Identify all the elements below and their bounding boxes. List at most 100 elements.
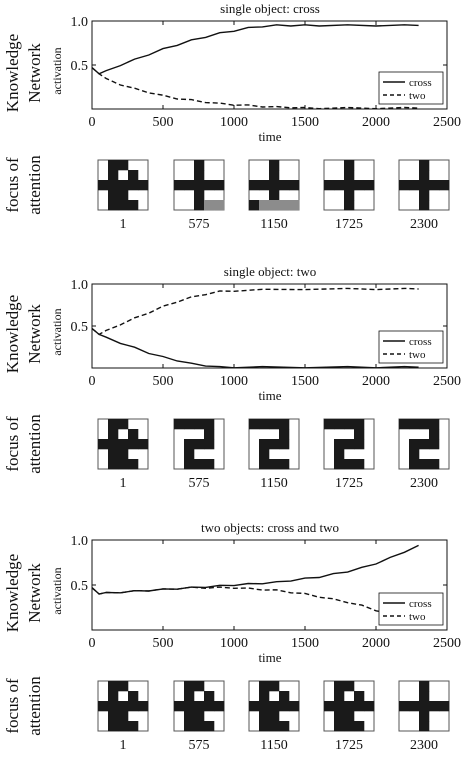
attention-pixel (118, 681, 129, 692)
attention-pixel (259, 439, 270, 450)
attention-pixel (259, 419, 270, 430)
attention-pixel (344, 721, 355, 732)
attention-label-focus: focus of (3, 157, 22, 213)
attention-pixel (194, 681, 205, 692)
attention-pixel (214, 180, 225, 191)
attention-pixel (128, 200, 139, 211)
attention-pixel (334, 711, 345, 722)
attention-pixel (249, 200, 260, 211)
attention-time-label: 2300 (410, 738, 438, 753)
attention-pixel (269, 701, 280, 712)
attention-row-1: focus of attention 1 575 1150 1725 2300 (3, 155, 450, 232)
attention-pixel (204, 429, 215, 440)
attention-pixel (399, 419, 410, 430)
attention-pixel (269, 419, 280, 430)
attention-pixel (344, 711, 355, 722)
attention-time-label: 575 (189, 476, 210, 491)
y-axis-label-knowledge: Knowledge (3, 554, 22, 632)
attention-pixel (354, 459, 365, 470)
y-axis-label-activation: activation (50, 308, 64, 355)
attention-pixel (324, 701, 335, 712)
y-axis-label-activation: activation (50, 567, 64, 614)
attention-pixel (194, 180, 205, 191)
attention-grid (398, 159, 450, 211)
legend-box (378, 71, 444, 105)
attention-row-3: focus of attention 1 575 1150 1725 2300 (3, 676, 450, 753)
attention-pixel (98, 701, 109, 712)
attention-pixel (344, 439, 355, 450)
attention-pixel (409, 701, 420, 712)
attention-grid (97, 418, 149, 470)
attention-pixel (289, 701, 300, 712)
attention-pixel (259, 180, 270, 191)
attention-pixel (419, 170, 430, 181)
x-tick-label: 500 (153, 115, 174, 130)
x-tick-label: 500 (153, 636, 174, 651)
attention-pixel (108, 160, 119, 171)
attention-pixel (334, 419, 345, 430)
attention-pixel (174, 180, 185, 191)
attention-pixel (249, 701, 260, 712)
attention-pixel (118, 200, 129, 211)
attention-pixel (204, 721, 215, 732)
attention-pixel (194, 190, 205, 201)
attention-pixel (334, 459, 345, 470)
y-tick-label: 1.0 (71, 534, 89, 549)
x-tick-label: 1500 (291, 636, 319, 651)
attention-time-label: 2300 (410, 476, 438, 491)
x-tick-label: 1000 (220, 636, 248, 651)
y-axis-label-network: Network (25, 563, 44, 623)
attention-pixel (204, 701, 215, 712)
attention-pixel (439, 180, 450, 191)
attention-pixel (429, 701, 440, 712)
attention-grid (248, 159, 300, 211)
y-tick-label: 1.0 (71, 278, 89, 293)
attention-pixel (344, 459, 355, 470)
x-tick-label: 1500 (291, 115, 319, 130)
attention-grid (323, 418, 375, 470)
attention-pixel (128, 439, 139, 450)
attention-pixel (204, 180, 215, 191)
attention-grid (248, 418, 300, 470)
attention-pixel (279, 200, 290, 211)
attention-pixel (279, 419, 290, 430)
attention-time-label: 1150 (260, 217, 287, 232)
attention-pixel (364, 701, 375, 712)
attention-pixel (344, 200, 355, 211)
x-tick-label: 0 (89, 115, 96, 130)
attention-pixel (184, 691, 195, 702)
attention-pixel (98, 180, 109, 191)
attention-pixel (409, 419, 420, 430)
attention-pixel (128, 429, 139, 440)
x-tick-label: 2500 (433, 115, 461, 130)
series-line-two (91, 67, 419, 110)
attention-row-2: focus of attention 1 575 1150 1725 2300 (3, 414, 450, 491)
attention-pixel (118, 180, 129, 191)
attention-pixel (409, 439, 420, 450)
attention-pixel (399, 701, 410, 712)
y-axis-label-network: Network (25, 43, 44, 103)
attention-grid (248, 680, 300, 732)
x-axis-label: time (258, 129, 281, 144)
attention-pixel (194, 721, 205, 732)
legend-label-cross: cross (409, 77, 432, 89)
attention-pixel (419, 711, 430, 722)
x-tick-label: 0 (89, 636, 96, 651)
attention-time-label: 1 (120, 738, 127, 753)
attention-pixel (409, 180, 420, 191)
attention-pixel (108, 449, 119, 460)
attention-label-focus: focus of (3, 678, 22, 734)
attention-pixel (344, 190, 355, 201)
attention-pixel (128, 180, 139, 191)
attention-pixel (138, 701, 149, 712)
attention-time-label: 1725 (335, 217, 363, 232)
attention-pixel (419, 459, 430, 470)
attention-grid (173, 159, 225, 211)
y-axis-label-activation: activation (50, 47, 64, 94)
attention-pixel (419, 200, 430, 211)
x-tick-label: 2500 (433, 374, 461, 389)
attention-pixel (118, 439, 129, 450)
x-axis-label: time (258, 650, 281, 665)
